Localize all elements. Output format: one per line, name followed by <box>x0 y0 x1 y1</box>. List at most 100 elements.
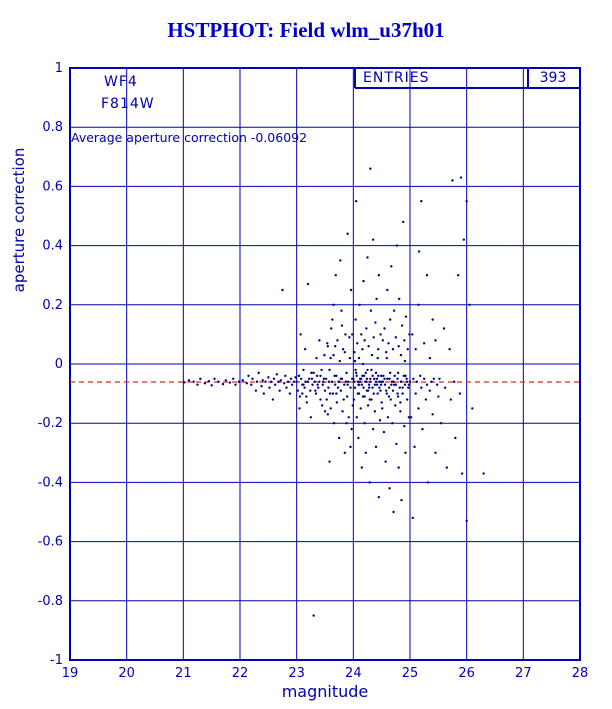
data-point <box>372 392 375 395</box>
data-point <box>323 353 326 357</box>
data-point <box>386 288 389 292</box>
data-point <box>318 380 321 383</box>
data-point <box>345 422 348 425</box>
data-point <box>381 339 384 342</box>
filter-label: F814W <box>101 96 155 112</box>
data-point <box>345 395 349 398</box>
data-point <box>203 382 207 385</box>
data-point <box>309 389 312 392</box>
data-point <box>312 614 315 617</box>
data-point <box>302 383 305 386</box>
data-point <box>210 384 213 387</box>
data-point <box>413 445 416 449</box>
data-point <box>333 374 336 378</box>
data-point <box>468 303 471 306</box>
data-point <box>355 374 358 378</box>
data-point <box>414 392 417 395</box>
data-point <box>443 386 447 389</box>
data-point <box>271 398 275 401</box>
data-point <box>324 377 328 380</box>
data-point <box>394 336 398 339</box>
data-point <box>338 359 341 363</box>
data-point <box>359 407 362 410</box>
data-point <box>332 353 335 357</box>
data-point <box>432 377 435 380</box>
data-point <box>350 427 353 431</box>
data-point <box>199 377 202 380</box>
y-tick-label: 0 <box>55 357 63 372</box>
data-point <box>391 389 395 392</box>
data-point <box>392 380 395 383</box>
data-point <box>404 451 407 454</box>
data-point <box>331 318 334 321</box>
data-point <box>403 424 406 428</box>
data-point <box>345 371 348 375</box>
y-tick-label: 0.6 <box>42 179 63 194</box>
data-point <box>374 321 377 324</box>
data-point <box>375 297 378 301</box>
data-point <box>379 333 382 336</box>
data-point <box>398 386 401 389</box>
data-point <box>351 404 354 407</box>
data-point <box>295 380 298 383</box>
data-point <box>460 472 464 475</box>
data-point <box>187 379 191 382</box>
data-point <box>286 380 290 383</box>
data-point <box>298 407 301 410</box>
data-point <box>391 422 394 425</box>
data-point <box>322 380 325 383</box>
data-point <box>370 353 374 357</box>
data-point <box>367 345 370 348</box>
data-point <box>292 380 296 383</box>
data-point <box>415 380 418 383</box>
data-point <box>376 392 379 395</box>
data-point <box>349 445 352 449</box>
data-point <box>255 380 259 383</box>
data-point <box>301 392 304 395</box>
data-point <box>403 339 406 342</box>
data-point <box>417 303 420 306</box>
data-point <box>228 381 231 384</box>
y-tick-label: 0.8 <box>42 120 63 135</box>
data-point <box>334 274 337 277</box>
data-point <box>366 368 369 372</box>
data-point <box>411 516 415 520</box>
data-point <box>420 200 423 203</box>
data-point <box>371 386 374 389</box>
data-point <box>401 386 404 389</box>
data-point <box>360 333 363 336</box>
data-point <box>335 392 338 395</box>
data-point <box>439 422 443 425</box>
data-point <box>284 374 287 378</box>
data-point <box>395 244 399 247</box>
y-axis-label: aperture correction <box>10 147 28 293</box>
data-point <box>377 374 380 378</box>
data-point <box>355 416 358 419</box>
data-point <box>371 238 375 241</box>
data-point <box>323 410 327 413</box>
data-point <box>321 383 324 386</box>
data-point <box>309 416 313 419</box>
data-point <box>375 377 379 380</box>
data-point <box>449 398 452 401</box>
data-point <box>348 336 351 339</box>
data-point <box>394 404 397 407</box>
data-point <box>358 303 361 306</box>
data-point <box>401 392 404 395</box>
data-point <box>352 377 355 380</box>
data-point <box>385 356 388 360</box>
data-point <box>362 374 366 378</box>
data-point <box>428 389 432 392</box>
data-point <box>437 395 440 398</box>
data-point <box>382 430 386 434</box>
data-point <box>369 309 373 312</box>
data-point <box>380 401 383 404</box>
data-point <box>326 413 330 416</box>
data-point <box>424 398 428 401</box>
data-point <box>393 374 396 378</box>
legend-entries-value: 393 <box>539 70 567 86</box>
data-point <box>462 238 466 241</box>
data-point <box>382 374 385 378</box>
data-point <box>366 256 369 259</box>
data-point <box>392 383 396 386</box>
